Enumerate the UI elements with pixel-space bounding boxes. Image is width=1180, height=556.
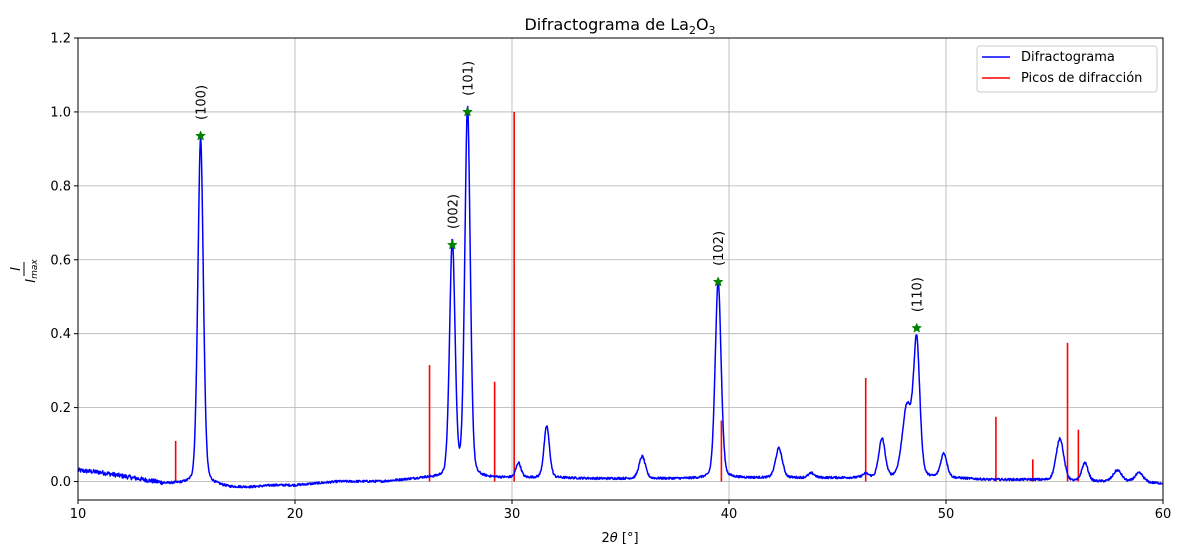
peak-marker-star (462, 106, 473, 117)
x-tick-label: 40 (721, 507, 738, 522)
y-axis-label: I Imax (9, 259, 40, 283)
y-tick-label: 0.6 (50, 253, 71, 268)
peak-hkl-label: (110) (911, 277, 926, 312)
legend-box (976, 45, 1158, 93)
peak-marker-star (911, 322, 923, 333)
grid (77, 37, 1164, 500)
peak-annotations: (100) (002) (101) (102) (110) (195, 61, 926, 333)
peak-hkl-label: (100) (195, 85, 210, 120)
diffractogram-line (78, 105, 1163, 489)
y-tick-label: 0.8 (50, 179, 71, 194)
chart-title: Difractograma de La2O3 (524, 15, 715, 37)
legend-label-sticks: Picos de difracción (1021, 71, 1142, 86)
peak-marker-star (712, 276, 724, 287)
peak-hkl-label: (102) (712, 231, 727, 266)
svg-text:I: I (9, 267, 24, 271)
svg-text:Imax: Imax (24, 259, 40, 283)
peak-marker-star (446, 239, 458, 250)
x-tick-label: 10 (70, 507, 87, 522)
axes-frame (77, 37, 1164, 501)
legend: Difractograma Picos de difracción (976, 45, 1158, 93)
x-axis-label: 2θ [°] (601, 531, 638, 546)
y-tick-label: 1.0 (50, 105, 71, 120)
x-tick-label: 20 (287, 507, 304, 522)
y-tick-label: 0.0 (50, 475, 71, 490)
legend-label-pattern: Difractograma (1021, 50, 1115, 65)
y-tick-label: 1.2 (50, 32, 71, 47)
x-tick-label: 50 (938, 507, 955, 522)
y-tick-label: 0.4 (50, 327, 71, 342)
y-tick-label: 0.2 (50, 401, 71, 416)
axis-ticks: 10 20 30 40 50 60 0.0 0.2 0.4 0.6 0.8 1.0 1.2 (50, 32, 1171, 523)
peak-hkl-label: (002) (446, 194, 461, 229)
plot-area (78, 105, 1163, 489)
x-tick-label: 30 (504, 507, 521, 522)
peak-marker-star (195, 130, 206, 141)
peak-hkl-label: (101) (462, 61, 477, 96)
x-tick-label: 60 (1155, 507, 1172, 522)
